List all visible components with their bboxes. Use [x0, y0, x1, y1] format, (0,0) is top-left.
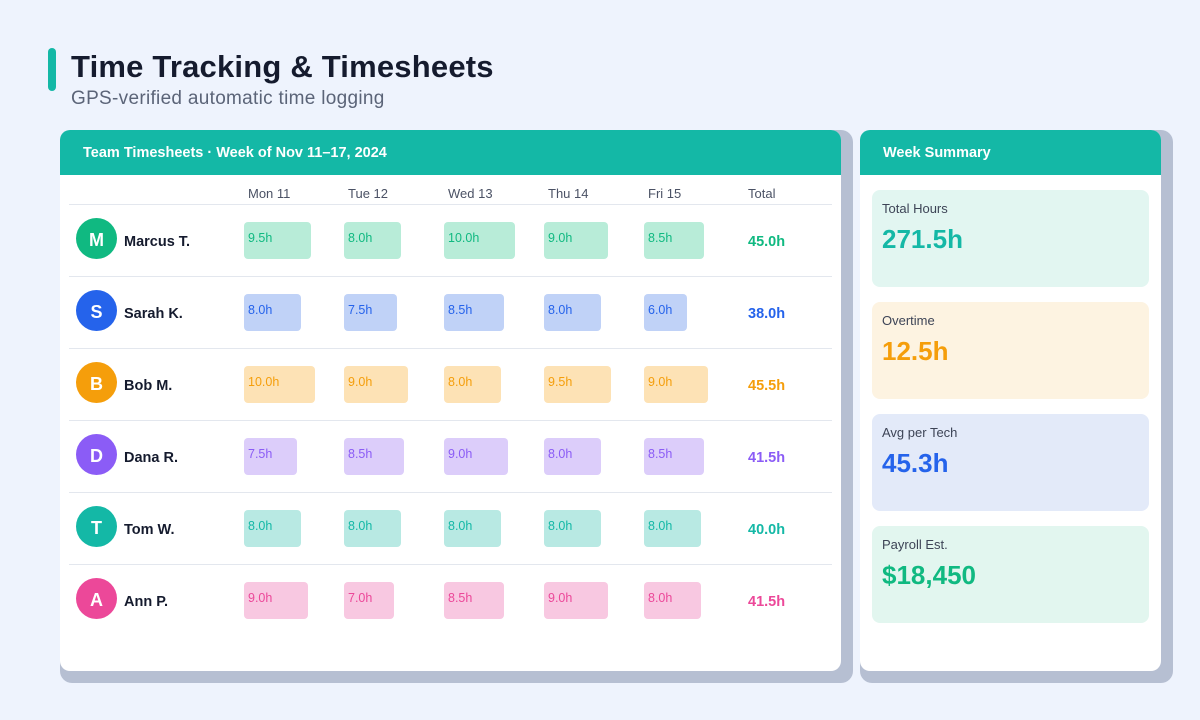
timesheet-header: Team Timesheets · Week of Nov 11–17, 202… [60, 130, 841, 175]
row-total: 40.0h [748, 522, 786, 538]
avatar: M [76, 218, 117, 259]
time-block[interactable]: 7.0h [344, 582, 394, 619]
column-header-mon: Mon 11 [248, 186, 291, 201]
time-block[interactable]: 10.0h [244, 366, 315, 403]
column-header-wed: Wed 13 [448, 186, 493, 201]
time-block[interactable]: 6.0h [644, 294, 687, 331]
time-block[interactable]: 8.0h [544, 294, 601, 331]
time-block[interactable]: 8.0h [344, 510, 401, 547]
table-row[interactable]: B Bob M. 10.0h 9.0h 8.0h 9.5h 9.0h 45.5h [69, 349, 832, 421]
time-block[interactable]: 8.0h [344, 222, 401, 259]
row-total: 45.5h [748, 378, 786, 394]
time-block[interactable]: 7.5h [244, 438, 297, 475]
time-block[interactable]: 8.0h [644, 510, 701, 547]
title-accent-bar [48, 48, 56, 91]
time-block[interactable]: 9.5h [244, 222, 311, 259]
time-block[interactable]: 8.0h [444, 366, 501, 403]
page-title: Time Tracking & Timesheets [71, 49, 494, 84]
time-block[interactable]: 8.5h [644, 438, 704, 475]
time-block[interactable]: 8.5h [644, 222, 704, 259]
time-block[interactable]: 8.0h [544, 510, 601, 547]
column-header-tue: Tue 12 [348, 186, 388, 201]
table-row[interactable]: T Tom W. 8.0h 8.0h 8.0h 8.0h 8.0h 40.0h [69, 493, 832, 565]
time-block[interactable]: 9.0h [344, 366, 408, 403]
avatar: T [76, 506, 117, 547]
time-block[interactable]: 8.0h [444, 510, 501, 547]
time-block[interactable]: 9.5h [544, 366, 611, 403]
time-block[interactable]: 9.0h [544, 222, 608, 259]
time-block[interactable]: 8.5h [344, 438, 404, 475]
table-row[interactable]: A Ann P. 9.0h 7.0h 8.5h 9.0h 8.0h 41.5h [69, 565, 832, 637]
technician-name: Dana R. [124, 450, 178, 466]
time-block[interactable]: 9.0h [244, 582, 308, 619]
header-divider [69, 204, 832, 205]
column-header-fri: Fri 15 [648, 186, 682, 201]
stat-card: Total Hours 271.5h [872, 190, 1149, 287]
summary-header: Week Summary [860, 130, 1161, 175]
stat-card: Overtime 12.5h [872, 302, 1149, 399]
timesheet-card: Team Timesheets · Week of Nov 11–17, 202… [60, 130, 841, 671]
time-block[interactable]: 8.0h [244, 510, 301, 547]
stat-value: 271.5h [882, 224, 963, 254]
time-block[interactable]: 7.5h [344, 294, 397, 331]
stat-card: Avg per Tech 45.3h [872, 414, 1149, 511]
avatar: S [76, 290, 117, 331]
row-total: 38.0h [748, 306, 786, 322]
row-total: 41.5h [748, 450, 786, 466]
time-block[interactable]: 9.0h [444, 438, 508, 475]
technician-name: Sarah K. [124, 306, 183, 322]
time-block[interactable]: 10.0h [444, 222, 515, 259]
time-block[interactable]: 9.0h [644, 366, 708, 403]
time-block[interactable]: 8.0h [644, 582, 701, 619]
time-block[interactable]: 9.0h [544, 582, 608, 619]
row-total: 41.5h [748, 594, 786, 610]
technician-name: Ann P. [124, 594, 169, 610]
avatar: D [76, 434, 117, 475]
column-header-thu: Thu 14 [548, 186, 589, 201]
stat-label: Avg per Tech [882, 425, 958, 440]
stat-label: Total Hours [882, 201, 948, 216]
stat-value: 12.5h [882, 336, 949, 366]
time-block[interactable]: 8.5h [444, 294, 504, 331]
avatar: A [76, 578, 117, 619]
stat-label: Overtime [882, 313, 935, 328]
time-block[interactable]: 8.0h [244, 294, 301, 331]
avatar: B [76, 362, 117, 403]
row-total: 45.0h [748, 234, 786, 250]
time-block[interactable]: 8.5h [444, 582, 504, 619]
table-row[interactable]: S Sarah K. 8.0h 7.5h 8.5h 8.0h 6.0h 38.0h [69, 277, 832, 349]
technician-name: Tom W. [124, 522, 175, 538]
table-row[interactable]: D Dana R. 7.5h 8.5h 9.0h 8.0h 8.5h 41.5h [69, 421, 832, 493]
stat-value: 45.3h [882, 448, 949, 478]
column-header-total: Total [748, 186, 776, 201]
technician-name: Bob M. [124, 378, 173, 394]
page-subtitle: GPS-verified automatic time logging [71, 88, 385, 109]
table-row[interactable]: M Marcus T. 9.5h 8.0h 10.0h 9.0h 8.5h 45.0h [69, 205, 832, 277]
stat-card: Payroll Est. $18,450 [872, 526, 1149, 623]
stat-label: Payroll Est. [882, 537, 948, 552]
summary-card: Week Summary Total Hours 271.5h Overtime 12… [860, 130, 1161, 671]
time-block[interactable]: 8.0h [544, 438, 601, 475]
technician-name: Marcus T. [124, 234, 191, 250]
stat-value: $18,450 [882, 560, 976, 590]
